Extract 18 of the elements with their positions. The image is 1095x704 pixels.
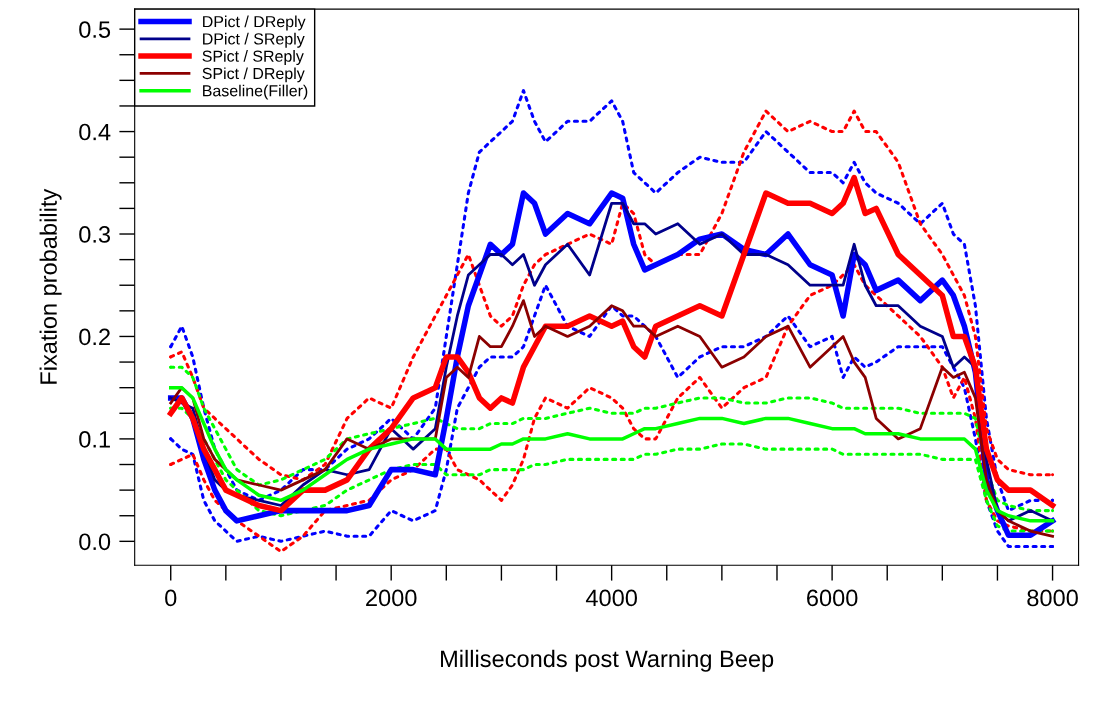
legend-label: SPict / SReply bbox=[202, 50, 304, 65]
y-tick-label: 0.1 bbox=[79, 430, 110, 448]
x-tick-label: 4000 bbox=[585, 589, 637, 607]
x-axis-title: Milliseconds post Warning Beep bbox=[441, 649, 774, 672]
y-axis-title: Fixation probability bbox=[39, 188, 62, 384]
y-tick-label: 0.2 bbox=[79, 328, 110, 346]
legend-label: Baseline(Filler) bbox=[203, 84, 308, 100]
y-tick-label: 0.5 bbox=[79, 21, 111, 38]
legend-label: DPict / DReply bbox=[203, 15, 306, 31]
y-tick-label: 0.3 bbox=[79, 226, 111, 243]
y-tick-label: 0.4 bbox=[79, 123, 111, 141]
y-tick-label: 0.0 bbox=[79, 533, 111, 551]
x-tick-label: 8000 bbox=[1027, 589, 1078, 607]
x-tick-label: 0 bbox=[165, 589, 177, 607]
x-tick-label: 2000 bbox=[366, 589, 417, 607]
x-tick-label: 6000 bbox=[807, 589, 858, 607]
legend-label: SPict / DReply bbox=[202, 67, 305, 83]
legend-label: DPict / SReply bbox=[203, 32, 305, 48]
